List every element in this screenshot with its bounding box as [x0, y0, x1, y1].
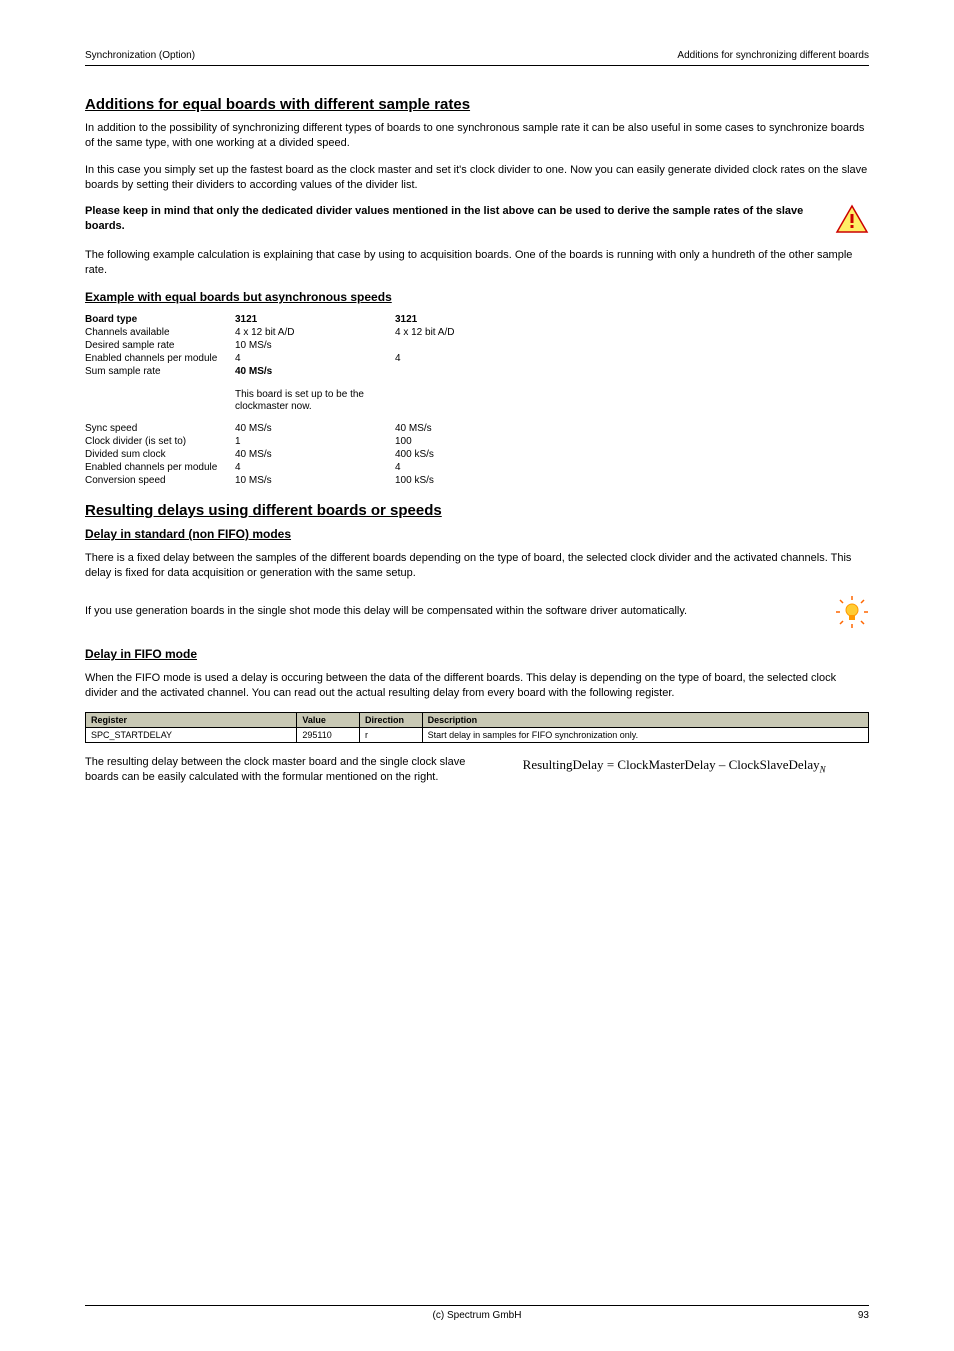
- section1-p2: In this case you simply set up the faste…: [85, 163, 869, 193]
- formula-minus: –: [716, 757, 729, 772]
- example-row-col1: 1: [235, 436, 395, 447]
- section2-title: Resulting delays using different boards …: [85, 502, 869, 519]
- warning-triangle-icon: [835, 204, 869, 234]
- delay-std-heading: Delay in standard (non FIFO) modes: [85, 527, 869, 541]
- tip-block: If you use generation boards in the sing…: [85, 595, 869, 629]
- example-row-col1: 40 MS/s: [235, 423, 395, 434]
- delay-std-text: There is a fixed delay between the sampl…: [85, 551, 869, 581]
- page-footer: (c) Spectrum GmbH 93: [85, 1305, 869, 1321]
- example-row-label: Desired sample rate: [85, 340, 235, 351]
- formula-rhs1: ClockMasterDelay: [617, 757, 715, 772]
- example-clockmaster-note: This board is set up to be the clockmast…: [235, 379, 395, 421]
- formula-expression: ResultingDelay = ClockMasterDelay – Cloc…: [523, 755, 826, 775]
- footer-center: (c) Spectrum GmbH: [85, 1310, 869, 1321]
- formula-lhs: ResultingDelay: [523, 757, 604, 772]
- formula-sub: N: [820, 765, 826, 775]
- header-right: Additions for synchronizing different bo…: [677, 50, 869, 61]
- header-left: Synchronization (Option): [85, 50, 195, 61]
- example-row-label: Divided sum clock: [85, 449, 235, 460]
- example-row-col2: 4 x 12 bit A/D: [395, 327, 555, 338]
- page-header: Synchronization (Option) Additions for s…: [85, 50, 869, 66]
- td-register: SPC_STARTDELAY: [86, 728, 297, 743]
- example-row-col1: 3121: [235, 314, 395, 325]
- example-row-col2: 3121: [395, 314, 555, 325]
- example-row-col2: 4: [395, 462, 555, 473]
- table-row: SPC_STARTDELAY 295110 r Start delay in s…: [86, 728, 869, 743]
- td-description: Start delay in samples for FIFO synchron…: [422, 728, 868, 743]
- example-row-label: Sum sample rate: [85, 366, 235, 377]
- example-row-col2: [395, 340, 555, 351]
- register-table: Register Value Direction Description SPC…: [85, 712, 869, 743]
- tip-text: If you use generation boards in the sing…: [85, 604, 819, 619]
- example-row-label: Enabled channels per module: [85, 353, 235, 364]
- section1-p3: The following example calculation is exp…: [85, 248, 869, 278]
- section1-p1: In addition to the possibility of synchr…: [85, 121, 869, 151]
- delay-fifo-heading: Delay in FIFO mode: [85, 647, 869, 661]
- formula-eq: =: [604, 757, 618, 772]
- th-description: Description: [422, 713, 868, 728]
- example-row-label: Clock divider (is set to): [85, 436, 235, 447]
- example-row-label: Board type: [85, 314, 235, 325]
- th-value: Value: [297, 713, 360, 728]
- example-row-col2: 100: [395, 436, 555, 447]
- example-row-col1: 40 MS/s: [235, 449, 395, 460]
- formula-block: The resulting delay between the clock ma…: [85, 755, 869, 785]
- example-row-col1: 4: [235, 462, 395, 473]
- example-table: Board type31213121Channels available4 x …: [85, 314, 869, 486]
- formula-explain: The resulting delay between the clock ma…: [85, 755, 493, 785]
- example-row-col1: 10 MS/s: [235, 340, 395, 351]
- example-row-col2: 4: [395, 353, 555, 364]
- example-row-col1: 10 MS/s: [235, 475, 395, 486]
- td-direction: r: [360, 728, 423, 743]
- table-header-row: Register Value Direction Description: [86, 713, 869, 728]
- example-row-col1: 4 x 12 bit A/D: [235, 327, 395, 338]
- lightbulb-tip-icon: [835, 595, 869, 629]
- section1-title: Additions for equal boards with differen…: [85, 96, 869, 113]
- example-row-label: Conversion speed: [85, 475, 235, 486]
- example-row-col2: 100 kS/s: [395, 475, 555, 486]
- example-row-label: Channels available: [85, 327, 235, 338]
- example-row-col2: [395, 366, 555, 377]
- td-value: 295110: [297, 728, 360, 743]
- formula-rhs2: ClockSlaveDelay: [729, 757, 820, 772]
- example-row-label: Sync speed: [85, 423, 235, 434]
- th-register: Register: [86, 713, 297, 728]
- example-row-label: Enabled channels per module: [85, 462, 235, 473]
- example-heading: Example with equal boards but asynchrono…: [85, 290, 869, 304]
- example-row-col1: 4: [235, 353, 395, 364]
- example-row-col2: 40 MS/s: [395, 423, 555, 434]
- example-row-col1: 40 MS/s: [235, 366, 395, 377]
- warning-block: Please keep in mind that only the dedica…: [85, 204, 869, 234]
- warning-text: Please keep in mind that only the dedica…: [85, 204, 823, 234]
- th-direction: Direction: [360, 713, 423, 728]
- example-row-col2: 400 kS/s: [395, 449, 555, 460]
- delay-fifo-text: When the FIFO mode is used a delay is oc…: [85, 671, 869, 701]
